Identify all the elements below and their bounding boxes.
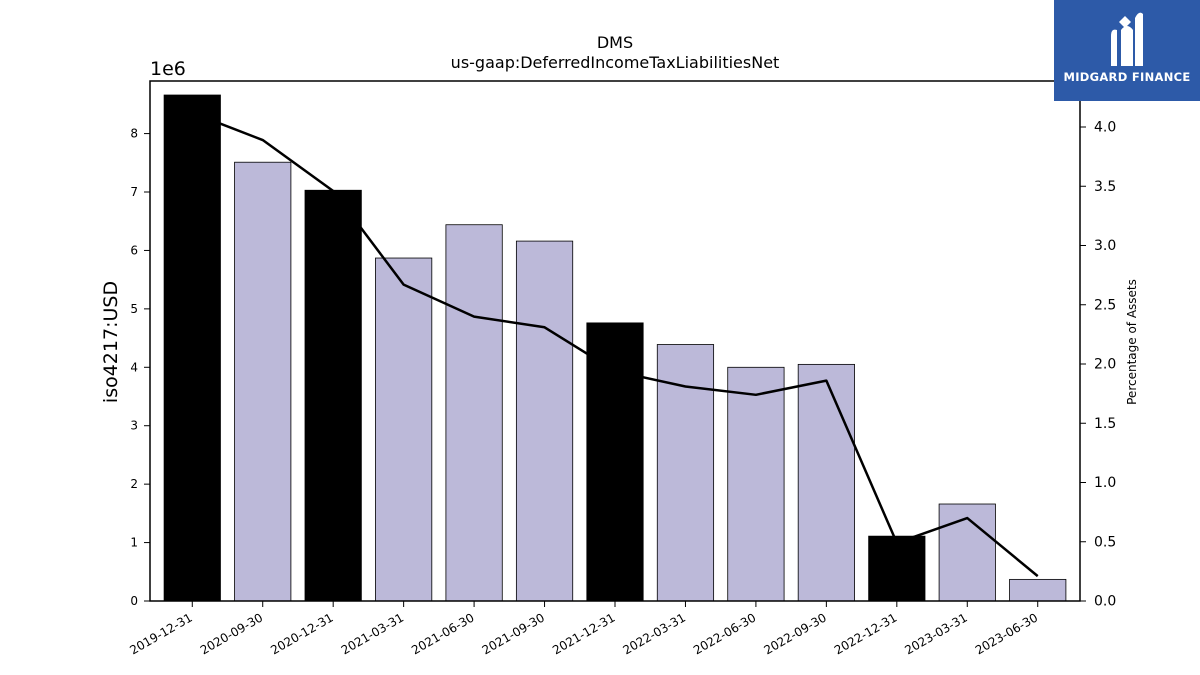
y-tick-label: 3 <box>130 419 138 433</box>
y2-tick-label: 4.0 <box>1094 120 1116 136</box>
logo-mark-icon <box>1111 12 1143 67</box>
x-tick-label: 2021-12-31 <box>550 610 617 657</box>
bar <box>727 366 785 602</box>
y-tick-label: 8 <box>130 127 138 141</box>
y2-tick-label: 2.5 <box>1094 297 1116 313</box>
bar <box>445 224 503 602</box>
y-axis-multiplier: 1e6 <box>150 58 186 80</box>
company-logo: MIDGARD FINANCE <box>1054 0 1200 101</box>
y-tick-label: 4 <box>130 360 138 374</box>
bar <box>868 535 926 602</box>
bar <box>375 257 433 602</box>
bar <box>586 322 644 602</box>
x-tick-label: 2021-06-30 <box>409 610 476 657</box>
x-axis: 2019-12-31 2020-09-30 2020-12-31 2021-03-31… <box>127 601 1040 657</box>
x-tick-label: 2020-09-30 <box>198 610 265 657</box>
percentage-line <box>191 111 1039 578</box>
x-tick-label: 2022-12-31 <box>832 610 899 657</box>
y2-tick-label: 3.0 <box>1094 238 1116 254</box>
line-group <box>191 111 1039 578</box>
x-tick-label: 2022-09-30 <box>761 610 828 657</box>
bar <box>1009 578 1067 602</box>
logo-text: MIDGARD FINANCE <box>1063 70 1191 84</box>
y-tick-label: 6 <box>130 243 138 257</box>
x-tick-label: 2023-03-31 <box>902 610 969 657</box>
bars-group <box>163 94 1067 602</box>
bar <box>234 161 292 602</box>
x-tick-label: 2023-06-30 <box>973 610 1040 657</box>
y2-tick-label: 2.0 <box>1094 357 1116 373</box>
y-axis-label: iso4217:USD <box>100 281 122 403</box>
y-tick-label: 0 <box>130 594 138 608</box>
y2-tick-label: 0.0 <box>1094 594 1116 610</box>
y-axis: 0 1 2 3 4 5 6 7 8 <box>130 127 150 608</box>
chart-subtitle: us-gaap:DeferredIncomeTaxLiabilitiesNet <box>451 53 780 72</box>
bar <box>938 503 996 602</box>
bar <box>163 94 221 602</box>
bar <box>304 189 362 602</box>
x-tick-label: 2019-12-31 <box>127 610 194 657</box>
y-tick-label: 7 <box>130 185 138 199</box>
y2-axis: 0.0 0.5 1.0 1.5 2.0 2.5 3.0 3.5 4.0 <box>1080 120 1116 610</box>
y2-axis-label: Percentage of Assets <box>1125 279 1139 405</box>
bar <box>797 363 855 602</box>
chart-title: DMS <box>597 33 633 52</box>
x-tick-label: 2022-06-30 <box>691 610 758 657</box>
y2-tick-label: 1.5 <box>1094 416 1116 432</box>
y-tick-label: 5 <box>130 302 138 316</box>
x-tick-label: 2021-03-31 <box>339 610 406 657</box>
y-tick-label: 2 <box>130 477 138 491</box>
bar <box>515 240 574 602</box>
x-tick-label: 2020-12-31 <box>268 610 335 657</box>
x-tick-label: 2021-09-30 <box>480 610 547 657</box>
y-tick-label: 1 <box>130 536 138 550</box>
y2-tick-label: 0.5 <box>1094 534 1116 550</box>
y2-tick-label: 1.0 <box>1094 475 1116 491</box>
x-tick-label: 2022-03-31 <box>621 610 688 657</box>
y2-tick-label: 3.5 <box>1094 179 1116 195</box>
